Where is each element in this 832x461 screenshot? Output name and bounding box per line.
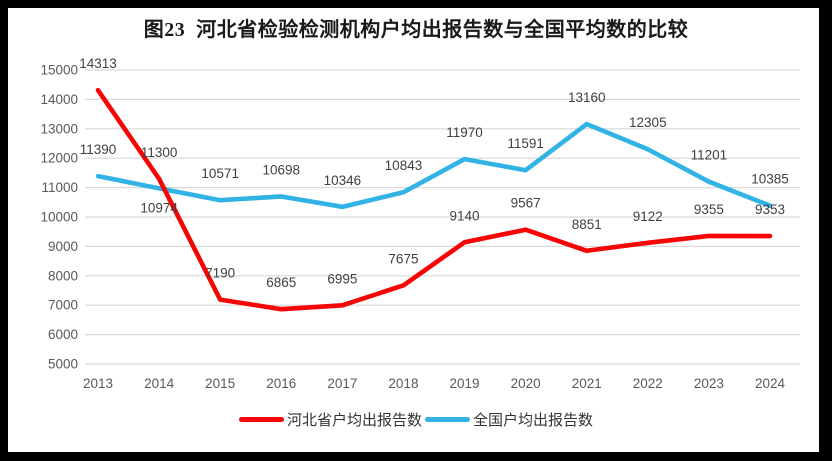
y-axis-tick-label: 9000 [48, 239, 78, 254]
x-axis-tick-label: 2022 [633, 376, 663, 391]
chart-title: 图23 河北省检验检测机构户均出报告数与全国平均数的比较 [143, 19, 689, 41]
y-axis-tick-label: 12000 [40, 151, 78, 166]
y-axis-tick-label: 7000 [48, 298, 78, 313]
x-axis-tick-label: 2021 [572, 376, 602, 391]
data-label: 11201 [691, 148, 728, 163]
data-label: 9140 [450, 208, 480, 223]
legend-item-national: 全国户均出报告数 [425, 409, 593, 430]
x-axis-tick-label: 2017 [327, 376, 357, 391]
data-label: 10385 [751, 172, 789, 187]
legend-label-hebei: 河北省户均出报告数 [286, 413, 422, 429]
x-axis-tick-label: 2013 [83, 376, 113, 391]
x-axis-tick-label: 2024 [755, 376, 786, 391]
y-axis-tick-label: 11000 [41, 180, 78, 195]
data-label: 7675 [388, 251, 418, 266]
frame-border-right [819, 0, 832, 461]
data-label: 10843 [385, 158, 423, 173]
legend-item-hebei: 河北省户均出报告数 [238, 409, 422, 430]
x-axis-tick-label: 2015 [205, 376, 235, 391]
y-axis-tick-label: 15000 [40, 63, 78, 78]
data-label: 11300 [141, 145, 178, 160]
legend-line-blue-icon [425, 417, 470, 422]
data-label: 9353 [755, 202, 785, 217]
data-label: 10698 [262, 162, 300, 177]
series-line-hebei [95, 87, 773, 312]
data-label: 14313 [79, 56, 117, 71]
series-line-national [95, 121, 773, 210]
y-axis-tick-label: 13000 [40, 121, 78, 136]
x-axis-tick-label: 2014 [144, 376, 175, 391]
x-axis-tick-label: 2019 [450, 376, 480, 391]
data-label: 7190 [205, 266, 235, 281]
data-label: 13160 [568, 90, 606, 105]
y-axis-tick-label: 5000 [48, 357, 78, 372]
y-axis-tick-label: 14000 [40, 92, 78, 107]
legend-label-national: 全国户均出报告数 [473, 413, 594, 429]
y-axis-tick-label: 6000 [48, 327, 78, 342]
y-axis-tick-label: 10000 [40, 210, 78, 225]
data-label: 10571 [201, 166, 239, 181]
x-axis-tick-label: 2018 [388, 376, 418, 391]
data-label: 8851 [572, 217, 602, 232]
data-label: 6865 [266, 275, 296, 290]
data-label: 6995 [327, 271, 357, 286]
frame-border-bottom [0, 452, 832, 461]
legend-line-red-icon [238, 417, 284, 422]
y-axis-tick-label: 8000 [48, 268, 78, 283]
data-label: 9122 [633, 209, 663, 224]
x-axis-tick-label: 2023 [694, 376, 724, 391]
x-axis-tick-label: 2020 [511, 376, 541, 391]
x-axis-tick-label: 2016 [266, 376, 296, 391]
chart-legend: 河北省户均出报告数 全国户均出报告数 [0, 409, 832, 430]
data-label: 10974 [140, 200, 178, 215]
data-label: 12305 [629, 115, 667, 130]
data-label: 10346 [324, 173, 362, 188]
data-label: 9567 [511, 196, 541, 211]
data-label: 11970 [446, 125, 483, 140]
frame-border-top [0, 0, 832, 8]
data-label: 9355 [694, 202, 724, 217]
data-label: 11591 [507, 136, 544, 151]
frame-border-left [0, 0, 8, 461]
data-label: 11390 [80, 142, 117, 157]
